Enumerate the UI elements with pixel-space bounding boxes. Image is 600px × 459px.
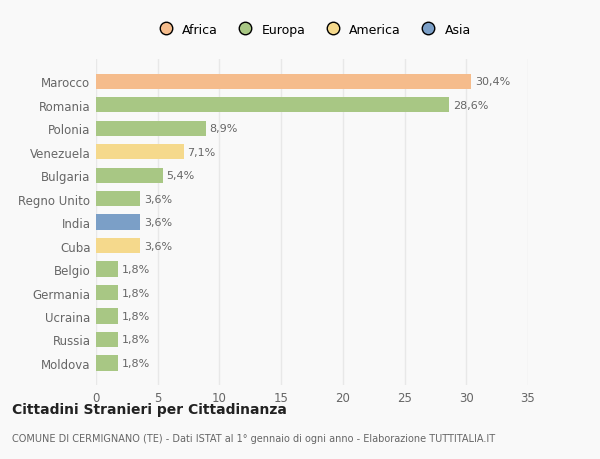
- Text: 1,8%: 1,8%: [122, 335, 150, 345]
- Text: 5,4%: 5,4%: [166, 171, 194, 181]
- Bar: [96, 285, 118, 301]
- Bar: [96, 74, 471, 90]
- Bar: [96, 309, 118, 324]
- Text: 3,6%: 3,6%: [144, 218, 172, 228]
- Legend: Africa, Europa, America, Asia: Africa, Europa, America, Asia: [153, 23, 471, 37]
- Bar: [96, 332, 118, 347]
- Text: 28,6%: 28,6%: [453, 101, 488, 111]
- Text: 1,8%: 1,8%: [122, 311, 150, 321]
- Text: 1,8%: 1,8%: [122, 288, 150, 298]
- Bar: [96, 262, 118, 277]
- Text: 7,1%: 7,1%: [187, 147, 215, 157]
- Text: 30,4%: 30,4%: [475, 77, 510, 87]
- Bar: [96, 238, 140, 254]
- Bar: [96, 121, 206, 136]
- Text: COMUNE DI CERMIGNANO (TE) - Dati ISTAT al 1° gennaio di ogni anno - Elaborazione: COMUNE DI CERMIGNANO (TE) - Dati ISTAT a…: [12, 433, 495, 442]
- Text: 1,8%: 1,8%: [122, 358, 150, 368]
- Bar: [96, 191, 140, 207]
- Bar: [96, 215, 140, 230]
- Text: 1,8%: 1,8%: [122, 264, 150, 274]
- Text: 3,6%: 3,6%: [144, 241, 172, 251]
- Text: 3,6%: 3,6%: [144, 194, 172, 204]
- Bar: [96, 356, 118, 371]
- Text: 8,9%: 8,9%: [209, 124, 238, 134]
- Bar: [96, 145, 184, 160]
- Bar: [96, 168, 163, 184]
- Text: Cittadini Stranieri per Cittadinanza: Cittadini Stranieri per Cittadinanza: [12, 402, 287, 416]
- Bar: [96, 98, 449, 113]
